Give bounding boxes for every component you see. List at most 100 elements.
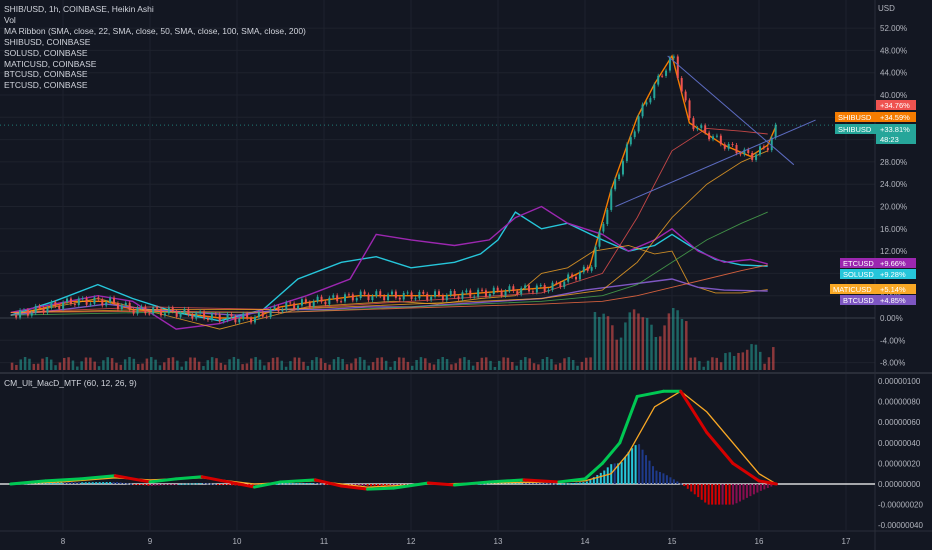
price-tags: +34.76% SHIBUSD +34.59% SHIBUSD +33.81%48:23… [830,100,916,305]
macd-tick-label: 0.00000040 [878,439,921,448]
tag-label-box [835,124,876,134]
macd-line-segment[interactable] [279,478,317,484]
candle-body [461,292,464,299]
macd-line-segment[interactable] [174,475,204,481]
macd-pane[interactable] [0,389,875,505]
macd-hist-bar [182,483,185,485]
tag-value-btc: +4.85% [880,296,906,305]
macd-line-segment[interactable] [635,389,665,398]
volume-bar [206,360,210,370]
price-axis-unit: USD [878,4,895,13]
candle-body [629,137,632,145]
trendline-down[interactable] [667,55,795,166]
volume-bar [154,359,157,370]
volume-bar [424,358,427,370]
candle-body [618,174,621,180]
legend-maticusd[interactable]: MATICUSD, COINBASE [4,58,97,69]
macd-indicator-label[interactable]: CM_Ult_MacD_MTF (60, 12, 26, 9) [4,378,137,388]
legend-etcusd[interactable]: ETCUSD, COINBASE [4,80,88,91]
macd-line-segment[interactable] [78,474,117,481]
legend-btcusd[interactable]: BTCUSD, COINBASE [4,69,88,80]
candle-body [418,291,421,299]
macd-line-segment[interactable] [600,441,622,465]
macd-hist-bar [310,483,313,485]
series-line-ma50[interactable] [10,150,768,313]
macd-line-segment[interactable] [487,478,526,484]
series-line-ma22[interactable] [10,127,768,313]
macd-hist-bar [700,484,703,500]
price-pane[interactable] [0,54,875,370]
volume-bar [737,352,740,370]
legend-shibusd[interactable]: SHIBUSD, COINBASE [4,36,91,47]
trendline-up[interactable] [615,119,816,207]
candle-body [340,301,343,303]
series-line-etcusd[interactable] [10,205,768,330]
macd-tick-label: -0.00000020 [878,501,923,510]
candle-body [62,302,65,309]
candle-body [128,302,131,310]
macd-line-segment[interactable] [200,475,230,484]
macd-line-segment[interactable] [426,481,456,487]
macd-line-segment[interactable] [313,478,343,488]
macd-hist-bar [707,484,710,505]
candle-body [512,286,515,292]
macd-line-segment[interactable] [618,394,639,445]
macd-line-segment[interactable] [366,486,396,491]
macd-line-segment[interactable] [583,461,604,481]
legend-solusd[interactable]: SOLUSD, COINBASE [4,47,88,58]
macd-axis[interactable]: 0.00000100 0.00000080 0.00000060 0.00000040… [878,377,923,530]
volume-bar [354,358,357,370]
candle-body [300,299,303,306]
legend-ma-ribbon[interactable]: MA Ribbon (SMA, close, 22, SMA, close, 5… [4,25,306,36]
volume-bar [676,310,679,370]
macd-hist-bar [119,482,122,484]
candle-body [680,78,683,92]
macd-line-segment[interactable] [392,481,430,490]
macd-line-segment[interactable] [757,479,778,486]
series-line-ma200[interactable] [10,264,768,313]
candle-body [387,294,390,301]
macd-line-segment[interactable] [226,480,256,489]
volume-bar [593,312,597,370]
volume-bar [89,357,92,370]
macd-line-segment[interactable] [339,484,369,491]
candle-body [320,296,323,302]
volume-bar [602,313,605,370]
candle-body [89,303,92,305]
volume-bar [576,365,579,370]
macd-line-segment[interactable] [148,477,178,484]
candle-body [402,292,405,300]
legend-volume[interactable]: Vol [4,14,16,25]
candle-body [657,75,660,85]
macd-line-segment[interactable] [557,477,587,484]
macd-line-segment[interactable] [522,478,561,484]
macd-line-segment[interactable] [731,461,761,483]
macd-line-segment[interactable] [9,479,48,486]
macd-hist-bar [98,482,101,484]
macd-hist-bar [363,484,366,487]
volume-bar [667,313,671,370]
macd-line-segment[interactable] [453,480,491,487]
price-tick-label: 48.00% [880,46,907,55]
candle-body [50,301,53,308]
macd-hist-bar [484,483,487,485]
macd-line-segment[interactable] [705,431,735,465]
macd-line-segment[interactable] [44,477,82,483]
chart-legend[interactable]: SHIB/USD, 1h, COINBASE, Heikin Ashi Vol … [4,4,306,91]
candle-body [191,314,194,319]
macd-hist-bar [70,482,73,484]
macd-hist-bar [714,484,717,505]
volume-bar [554,364,558,370]
macd-hist-bar [380,484,383,487]
legend-main-symbol[interactable]: SHIB/USD, 1h, COINBASE, Heikin Ashi [4,4,154,14]
macd-line-segment[interactable] [679,389,709,434]
macd-hist-bar [220,484,223,485]
candle-body [355,298,358,301]
time-tick-label: 8 [61,537,66,546]
macd-hist-bar [60,481,63,484]
macd-line-segment[interactable] [252,480,282,489]
tag-value-box [876,295,916,305]
macd-line-segment[interactable] [113,474,152,484]
time-axis[interactable]: 8 9 10 11 12 13 14 15 16 17 [61,537,851,546]
